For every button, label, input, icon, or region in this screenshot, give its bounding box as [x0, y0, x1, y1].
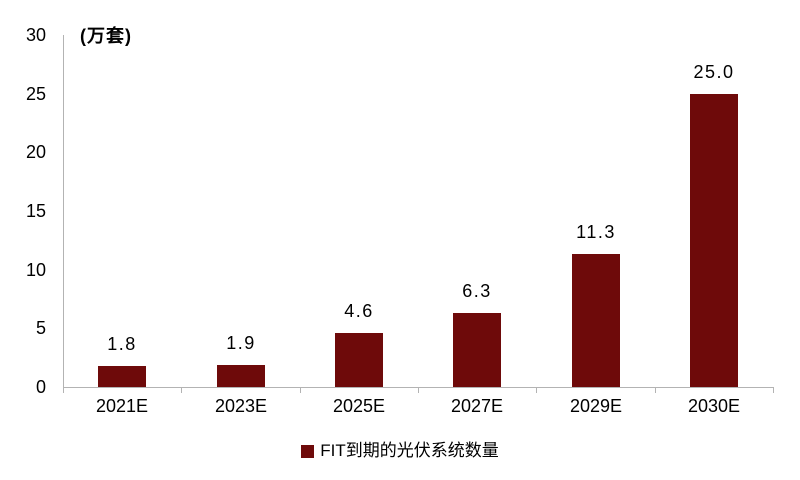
- x-tick-mark: [63, 387, 64, 393]
- legend-label: FIT到期的光伏系统数量: [320, 441, 499, 460]
- legend-swatch: [301, 444, 315, 458]
- bar-value-label: 1.9: [226, 333, 256, 353]
- legend: FIT到期的光伏系统数量: [0, 440, 800, 462]
- y-tick-label: 30: [25, 25, 46, 45]
- x-axis-label: 2029E: [569, 396, 623, 416]
- x-tick-mark: [181, 387, 182, 393]
- bar-value-label: 1.8: [107, 334, 137, 354]
- bar-value-label: 6.3: [462, 281, 492, 301]
- y-tick-label: 10: [25, 259, 46, 280]
- y-axis-line: [63, 35, 64, 387]
- x-tick-mark: [536, 387, 537, 393]
- x-tick-mark: [773, 387, 774, 393]
- x-axis-label: 2021E: [95, 396, 149, 416]
- bar-value-label: 25.0: [693, 62, 735, 82]
- x-tick-mark: [655, 387, 656, 393]
- bar: [98, 366, 146, 387]
- bar: [335, 333, 383, 387]
- bar: [572, 254, 620, 387]
- bar-value-label: 11.3: [576, 222, 616, 242]
- x-tick-mark: [418, 387, 419, 393]
- bar: [690, 94, 738, 387]
- x-axis-label: 2023E: [214, 396, 268, 416]
- y-tick-label: 15: [25, 201, 46, 221]
- y-tick-label: 5: [35, 318, 46, 339]
- y-tick-label: 25: [25, 83, 46, 104]
- y-tick-label: 20: [25, 142, 46, 163]
- bar: [453, 313, 501, 387]
- x-axis-label: 2030E: [687, 396, 741, 416]
- bar-value-label: 4.6: [344, 301, 374, 321]
- x-tick-mark: [300, 387, 301, 393]
- y-axis-unit-label: (万套): [80, 26, 132, 46]
- x-axis-label: 2027E: [450, 396, 504, 416]
- bar: [217, 365, 265, 387]
- y-tick-label: 0: [35, 377, 46, 397]
- x-axis-label: 2025E: [332, 396, 386, 416]
